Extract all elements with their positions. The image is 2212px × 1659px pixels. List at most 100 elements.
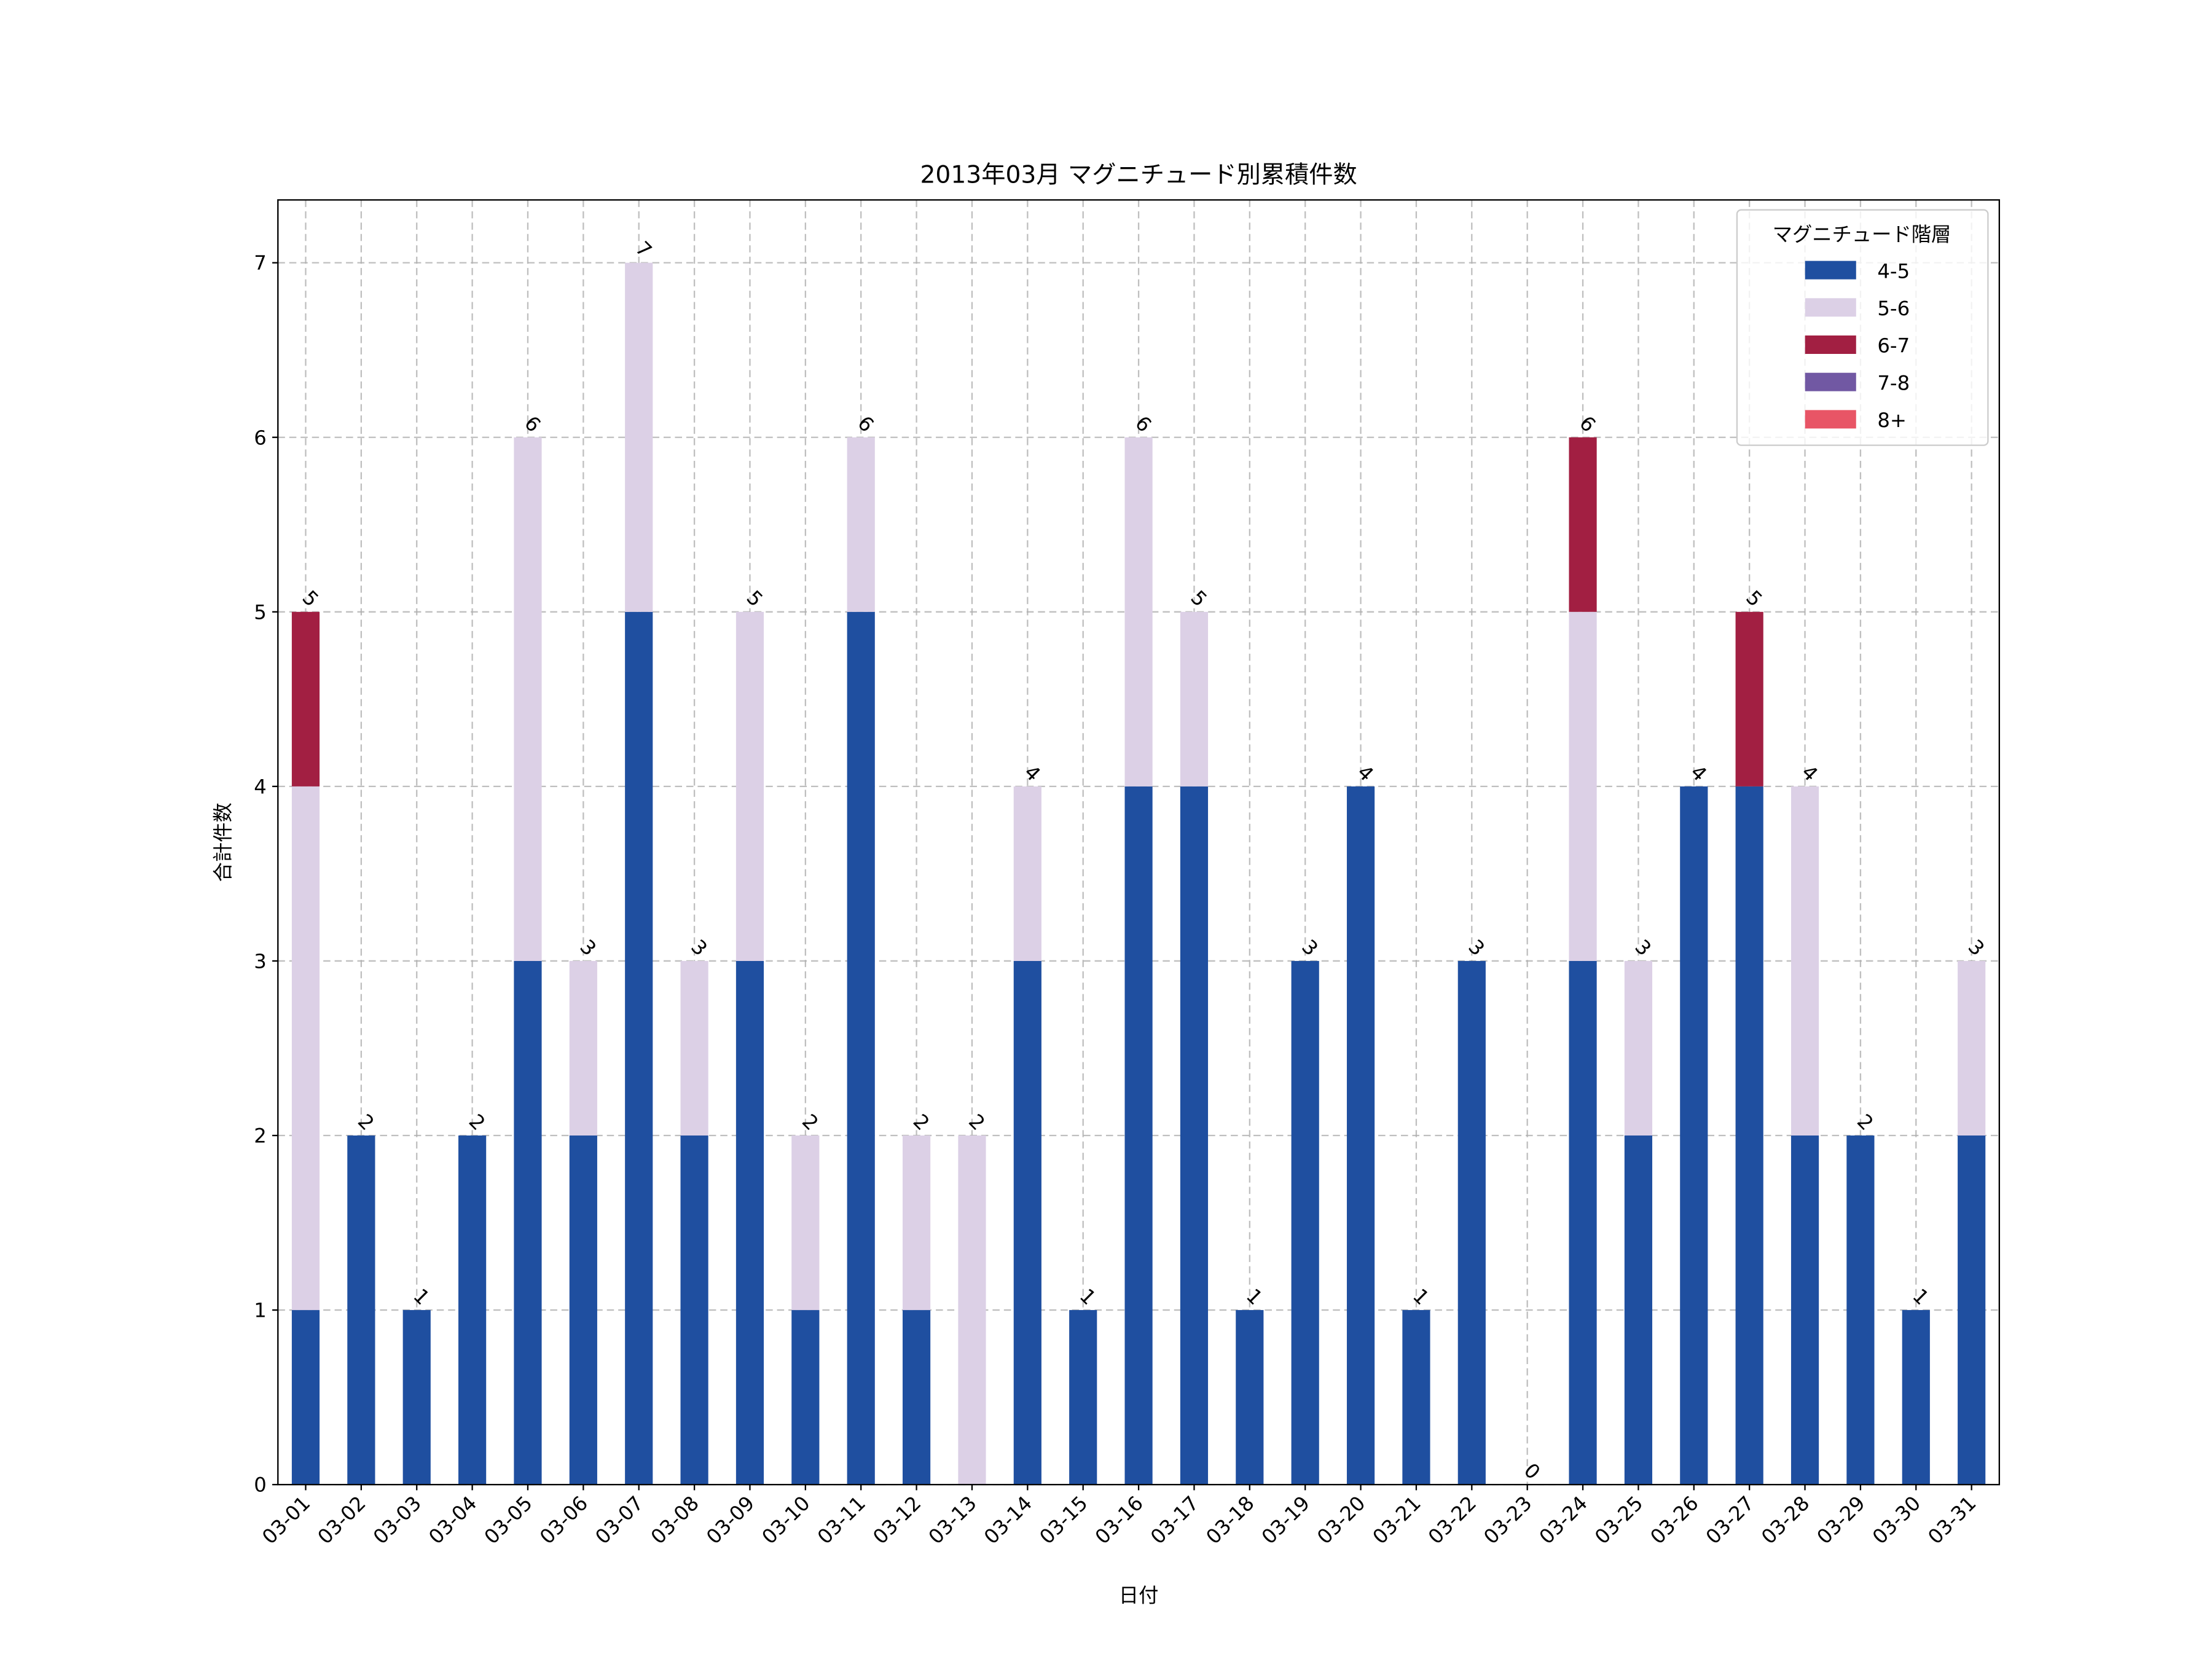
- data-label: 2: [798, 1110, 823, 1135]
- bar-segment-4-5: [1069, 1310, 1097, 1485]
- x-tick-label: 03-12: [868, 1491, 925, 1548]
- x-tick-label: 03-18: [1201, 1491, 1258, 1548]
- data-label: 6: [1131, 411, 1156, 436]
- data-label: 2: [465, 1110, 490, 1135]
- y-tick-label: 7: [254, 251, 267, 275]
- bar-segment-4-5: [1402, 1310, 1430, 1485]
- bar-segment-5-6: [514, 437, 542, 961]
- bar-segment-4-5: [458, 1135, 487, 1485]
- data-label: 6: [1575, 411, 1600, 436]
- x-tick-label: 03-09: [702, 1491, 759, 1548]
- bar-segment-4-5: [1680, 786, 1708, 1485]
- data-label: 1: [1075, 1284, 1100, 1309]
- data-label: 1: [1242, 1284, 1267, 1309]
- x-tick-label: 03-16: [1091, 1491, 1148, 1548]
- legend-title: マグニチュード階層: [1773, 222, 1951, 246]
- x-tick-label: 03-04: [424, 1491, 481, 1548]
- x-tick-label: 03-17: [1146, 1491, 1203, 1548]
- x-tick-label: 03-24: [1535, 1491, 1592, 1548]
- data-label: 4: [1353, 761, 1378, 786]
- x-tick-label: 03-03: [369, 1491, 426, 1548]
- x-tick-label: 03-22: [1424, 1491, 1481, 1548]
- bar-segment-5-6: [1569, 611, 1597, 961]
- x-tick-label: 03-27: [1701, 1491, 1759, 1548]
- x-tick-label: 03-29: [1813, 1491, 1870, 1548]
- bar-segment-4-5: [1902, 1310, 1930, 1485]
- bar-segment-5-6: [625, 262, 653, 612]
- bar-segment-4-5: [402, 1310, 431, 1485]
- x-tick-label: 03-31: [1923, 1491, 1980, 1548]
- x-tick-label: 03-15: [1035, 1491, 1092, 1548]
- x-tick-label: 03-28: [1757, 1491, 1814, 1548]
- bar-segment-4-5: [1735, 786, 1763, 1485]
- bar-segment-5-6: [569, 960, 597, 1136]
- data-label: 3: [1631, 935, 1656, 960]
- bar-segment-5-6: [1790, 786, 1819, 1136]
- x-tick-label: 03-05: [480, 1491, 537, 1548]
- bar-segment-5-6: [791, 1135, 820, 1311]
- bar-segment-5-6: [958, 1135, 986, 1485]
- legend-swatch-8+: [1805, 410, 1856, 429]
- legend-label: 7-8: [1877, 371, 1910, 394]
- legend: マグニチュード階層 4-5 5-6 6-7 7-8 8+: [1736, 209, 1989, 446]
- data-label: 2: [964, 1110, 989, 1135]
- legend-label: 5-6: [1877, 297, 1910, 320]
- bar-segment-5-6: [1124, 437, 1153, 786]
- bar-segment-5-6: [1013, 786, 1041, 961]
- bar-segment-4-5: [1958, 1135, 1986, 1485]
- x-tick-label: 03-08: [646, 1491, 704, 1548]
- x-tick-label: 03-14: [979, 1491, 1037, 1548]
- y-tick-label: 6: [254, 426, 267, 449]
- bars: [291, 262, 1986, 1485]
- bar-segment-5-6: [902, 1135, 931, 1311]
- x-tick-label: 03-01: [257, 1491, 315, 1548]
- data-label: 1: [1908, 1284, 1933, 1309]
- bar-segment-6-7: [291, 611, 320, 786]
- data-label: 3: [575, 935, 600, 960]
- legend-label: 4-5: [1877, 259, 1910, 283]
- x-tick-label: 03-11: [813, 1491, 870, 1548]
- data-label: 3: [1964, 935, 1989, 960]
- data-label: 5: [742, 586, 767, 611]
- legend-label: 6-7: [1877, 334, 1910, 358]
- data-label: 1: [1408, 1284, 1433, 1309]
- bar-segment-4-5: [1124, 786, 1153, 1485]
- bar-segment-6-7: [1735, 611, 1763, 786]
- bar-segment-5-6: [1958, 960, 1986, 1136]
- legend-swatch-5-6: [1805, 298, 1856, 317]
- data-label: 5: [1186, 586, 1212, 611]
- bar-segment-4-5: [1180, 786, 1209, 1485]
- x-tick-label: 03-25: [1590, 1491, 1647, 1548]
- data-label: 4: [1686, 761, 1711, 786]
- x-axis-ticks: 03-0103-0203-0303-0403-0503-0603-0703-08…: [257, 1484, 1981, 1548]
- x-tick-label: 03-07: [590, 1491, 648, 1548]
- x-tick-label: 03-10: [757, 1491, 814, 1548]
- x-tick-label: 03-19: [1257, 1491, 1314, 1548]
- legend-swatch-4-5: [1805, 261, 1856, 280]
- data-label: 7: [631, 237, 656, 262]
- bar-segment-5-6: [1624, 960, 1653, 1136]
- y-tick-label: 3: [254, 949, 267, 973]
- bar-segment-4-5: [569, 1135, 597, 1485]
- legend-swatch-6-7: [1805, 335, 1856, 354]
- x-tick-label: 03-20: [1312, 1491, 1370, 1548]
- bar-segment-4-5: [1236, 1310, 1264, 1485]
- bar-segment-5-6: [680, 960, 708, 1136]
- x-tick-label: 03-06: [535, 1491, 592, 1548]
- y-tick-label: 5: [254, 600, 267, 624]
- bar-segment-4-5: [680, 1135, 708, 1485]
- data-label: 3: [1464, 935, 1489, 960]
- y-tick-label: 2: [254, 1124, 267, 1148]
- bar-segment-4-5: [791, 1310, 820, 1485]
- y-axis-label: 合計件数: [211, 802, 235, 882]
- bar-segment-5-6: [291, 786, 320, 1311]
- y-tick-label: 0: [254, 1473, 267, 1497]
- x-tick-label: 03-30: [1868, 1491, 1925, 1548]
- bar-segment-4-5: [1291, 960, 1319, 1485]
- data-label: 6: [520, 411, 545, 436]
- y-tick-label: 4: [254, 775, 267, 798]
- data-label: 3: [1297, 935, 1322, 960]
- bar-segment-4-5: [1457, 960, 1486, 1485]
- bar-segment-4-5: [1346, 786, 1375, 1485]
